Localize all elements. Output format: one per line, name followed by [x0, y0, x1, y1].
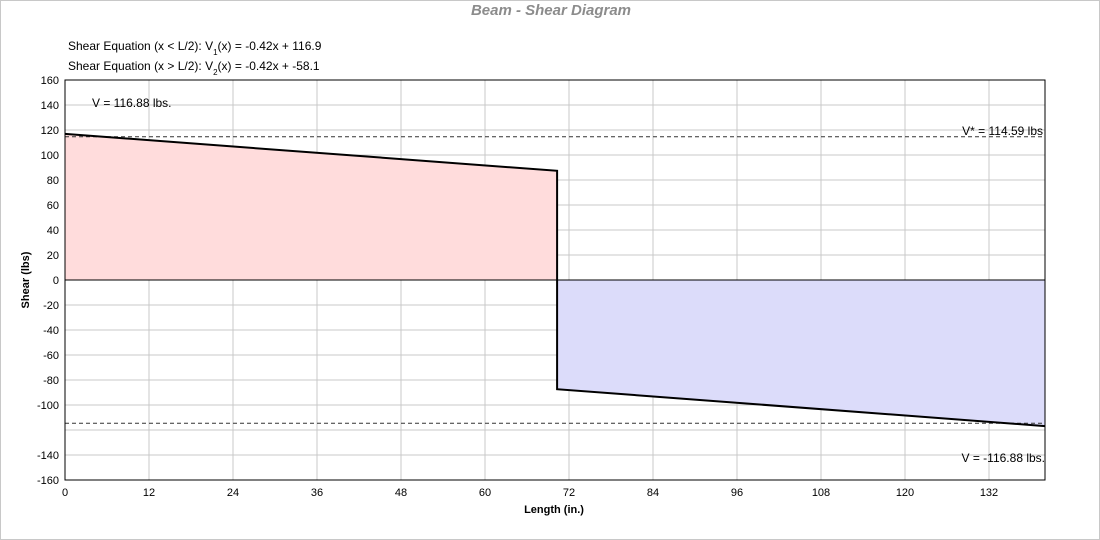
chart-title: Beam - Shear Diagram — [471, 2, 631, 19]
shear-line-positive — [64, 132, 559, 280]
x-tick-label: 24 — [227, 487, 239, 499]
y-axis-label: Shear (lbs) — [20, 251, 32, 308]
y-tick-label: 120 — [41, 125, 59, 137]
annotation-v-max: V = 116.88 lbs. — [92, 96, 172, 110]
shear-line-negative — [556, 280, 1046, 428]
x-tick-label: 72 — [563, 487, 575, 499]
x-tick-label: 120 — [896, 487, 914, 499]
annotation-v-min: V = -116.88 lbs. — [962, 451, 1046, 465]
y-tick-label: 140 — [41, 100, 59, 112]
reference-lines — [65, 136, 1045, 424]
tick-labels: 0 12 24 36 48 60 72 84 96 108 120 132 160 140 120 100 80… — [37, 75, 998, 499]
y-tick-label: -160 — [37, 475, 59, 487]
equation-1: Shear Equation (x < L/2): V1(x) = -0.42x… — [68, 39, 322, 57]
x-tick-label: 60 — [479, 487, 491, 499]
x-tick-label: 36 — [311, 487, 323, 499]
x-tick-label: 132 — [980, 487, 998, 499]
y-tick-label: -100 — [37, 400, 59, 412]
plot-border — [64, 79, 1046, 481]
shear-area-positive — [65, 133, 558, 280]
y-tick-label: -140 — [37, 450, 59, 462]
x-tick-label: 108 — [812, 487, 830, 499]
shear-lines — [64, 132, 1046, 428]
x-tick-label: 0 — [62, 487, 68, 499]
shear-areas — [65, 133, 1045, 427]
y-tick-label: 80 — [47, 175, 59, 187]
y-tick-label: -20 — [43, 300, 59, 312]
y-tick-label: 40 — [47, 225, 59, 237]
x-axis-label: Length (in.) — [524, 504, 584, 516]
y-tick-label: 100 — [41, 150, 59, 162]
equation-2: Shear Equation (x > L/2): V2(x) = -0.42x… — [68, 59, 320, 77]
x-tick-label: 96 — [731, 487, 743, 499]
y-tick-label: -40 — [43, 325, 59, 337]
y-tick-label: 60 — [47, 200, 59, 212]
y-tick-label: 160 — [41, 75, 59, 87]
x-tick-label: 48 — [395, 487, 407, 499]
y-tick-label: 0 — [53, 275, 59, 287]
shear-area-negative — [557, 280, 1045, 427]
y-tick-label: 20 — [47, 250, 59, 262]
x-tick-label: 84 — [647, 487, 659, 499]
y-tick-label: -60 — [43, 350, 59, 362]
x-tick-label: 12 — [143, 487, 155, 499]
annotation-v-star: V* = 114.59 lbs — [962, 124, 1043, 138]
axes — [64, 79, 1046, 481]
y-tick-label: -80 — [43, 375, 59, 387]
